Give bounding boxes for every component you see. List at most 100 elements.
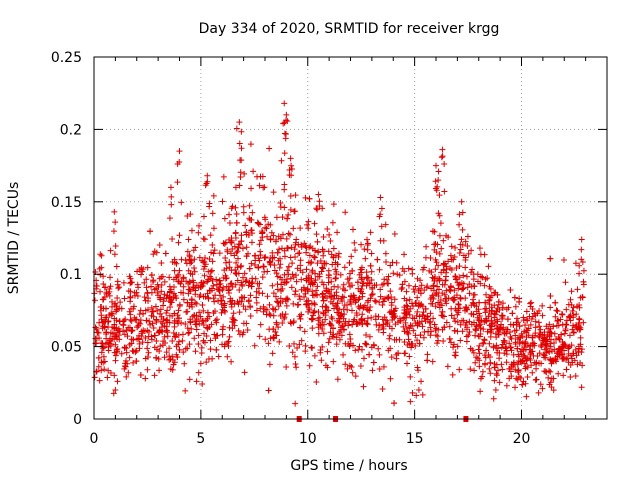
data-point [187,211,194,218]
data-point [468,247,475,254]
data-point [329,333,336,340]
data-point [215,353,222,360]
data-point [560,257,567,264]
data-point [514,345,521,352]
data-point [232,204,239,211]
data-point [258,228,265,235]
data-point [219,331,226,338]
data-point [190,247,197,254]
data-point [360,304,367,311]
data-point [462,322,469,329]
data-point [452,318,459,325]
data-point [210,250,217,257]
data-point [316,198,323,205]
data-point [566,313,573,320]
data-point [236,309,243,316]
data-point [335,295,342,302]
data-point [456,366,463,373]
data-point [238,128,245,135]
data-point [406,311,413,318]
data-point [311,220,318,227]
data-point [217,280,224,287]
data-point [425,328,432,335]
data-point [260,263,267,270]
data-point [439,153,446,160]
data-point [150,308,157,315]
data-point [484,275,491,282]
data-point [283,111,290,118]
data-point [110,324,117,331]
data-point [506,340,513,347]
data-point [250,168,257,175]
data-point [570,312,577,318]
data-point [527,321,534,328]
data-point [211,331,218,338]
data-point [424,316,431,323]
data-point [458,198,465,205]
data-point [476,245,483,252]
data-point [159,342,166,349]
data-point [569,326,576,333]
data-point [308,344,315,351]
data-point [274,273,281,280]
data-point [323,285,330,292]
data-point [157,343,164,350]
data-point [287,192,294,199]
data-point [253,294,260,301]
data-point [570,322,577,329]
data-point [312,277,319,284]
data-point [133,358,140,365]
data-point [342,209,349,216]
data-point [364,315,371,322]
data-point [292,360,299,367]
data-point [379,281,386,288]
data-point [313,379,320,386]
data-point [290,225,297,232]
data-point [482,309,489,316]
data-point [411,288,418,295]
data-point [416,340,423,347]
data-point [401,339,408,346]
data-point [180,289,187,296]
data-point [252,275,259,282]
data-point [435,177,442,184]
data-point [219,286,226,293]
data-point [196,222,203,229]
data-point [303,301,310,308]
data-point [550,339,557,346]
data-point [201,272,208,279]
data-point [427,310,434,317]
data-point [156,347,163,354]
data-point [569,308,576,315]
data-point [292,288,299,295]
data-point [108,298,115,305]
data-point [378,205,385,212]
data-point [580,267,587,274]
data-point [269,350,276,357]
data-point [207,346,214,353]
data-point [366,333,373,340]
data-point [518,359,525,366]
data-point [492,387,499,394]
data-point [120,279,127,286]
data-point [287,254,294,261]
data-point [287,231,294,238]
data-point [206,203,213,210]
data-point [471,283,478,290]
data-point [210,192,217,199]
data-point [455,309,462,316]
data-point [536,323,543,330]
data-point [238,238,245,245]
data-point [439,146,446,153]
data-point [367,229,374,236]
data-point [147,321,154,328]
data-point [216,250,223,257]
data-point [359,293,366,300]
data-point [520,347,527,354]
data-point [530,352,537,359]
data-point [255,220,262,227]
data-point [275,324,282,331]
data-point [422,254,429,261]
data-point [512,332,519,339]
data-point [451,287,458,294]
